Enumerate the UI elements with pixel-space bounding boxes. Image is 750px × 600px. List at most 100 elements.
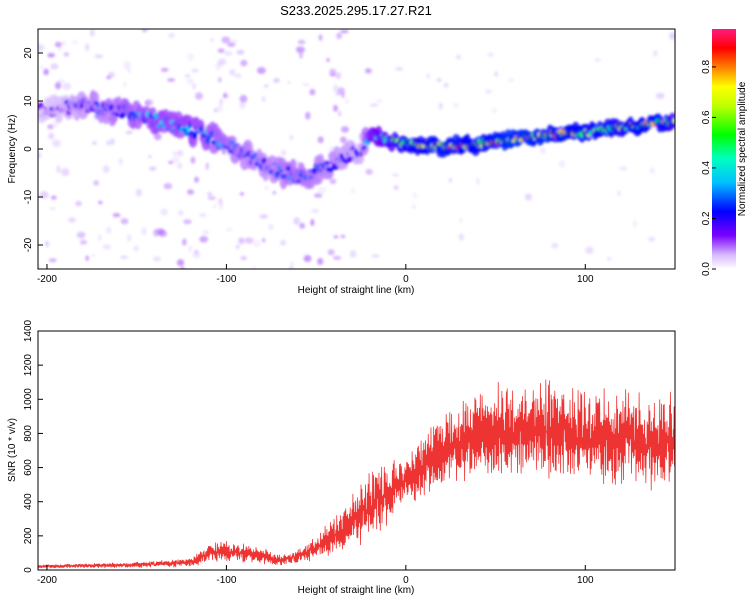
spectrogram-noise-blob: [289, 265, 294, 269]
spectrogram-noise-blob: [376, 99, 383, 103]
spectrogram-noise-blob: [280, 149, 287, 156]
snr-frame: [37, 330, 676, 571]
spectrogram-ridge-core: [183, 131, 190, 136]
spectrogram-noise-blob: [329, 68, 337, 75]
spectrogram-noise-blob: [289, 134, 294, 140]
spectrogram-noise-blob: [302, 83, 310, 87]
spectrogram-noise-blob: [171, 155, 180, 164]
spectrogram-noise-blob: [333, 104, 338, 112]
spectrogram-noise-blob: [38, 44, 45, 52]
spectrogram-noise-blob: [50, 195, 57, 200]
spectrogram-ridge-core: [205, 137, 211, 145]
spectrogram-noise-blob: [217, 48, 225, 53]
spectrogram-noise-blob: [459, 217, 463, 223]
spectrogram-noise-blob: [273, 78, 280, 83]
spectrogram-noise-blob: [234, 72, 242, 79]
spectrogram-noise-blob: [177, 149, 184, 157]
spectrogram-noise-blob: [93, 180, 100, 186]
spectrogram-ridge-core: [346, 156, 353, 163]
spectrogram-noise-blob: [50, 63, 59, 70]
spectrogram-noise-blob: [212, 204, 217, 209]
spectrogram-noise-blob: [594, 58, 601, 62]
spectrogram-noise-blob: [412, 192, 418, 199]
spectrogram-noise-blob: [669, 32, 675, 40]
spectrogram-noise-blob: [310, 219, 315, 227]
spectrogram-noise-blob: [585, 246, 594, 255]
spectrogram-noise-blob: [494, 71, 498, 77]
spectrogram-noise-blob: [56, 165, 61, 174]
spectrogram-noise-blob: [178, 209, 184, 216]
spectrogram-noise-blob: [309, 88, 316, 96]
spectrogram-x-tick-label: 100: [577, 274, 594, 285]
spectrogram-noise-blob: [438, 102, 443, 110]
spectrogram-noise-blob: [202, 229, 209, 236]
spectrogram-noise-blob: [133, 245, 139, 252]
spectrogram-noise-blob: [126, 233, 132, 242]
spectrogram-noise-blob: [190, 156, 196, 164]
spectrogram-noise-blob: [102, 165, 110, 174]
spectrogram-noise-blob: [141, 227, 147, 235]
spectrogram-ridge-core: [672, 118, 675, 124]
spectrogram-noise-blob: [153, 228, 160, 237]
snr-panel: -200 -100 0 100 0 200 400 600 800 1000 1200 1400 H…: [7, 319, 676, 596]
spectrogram-noise-blob: [299, 222, 306, 229]
colorbar-tick-label: 0.6: [701, 110, 712, 124]
snr-series-line: [38, 379, 675, 570]
spectrogram-noise-blob: [317, 136, 324, 144]
spectrogram-noise-blob: [76, 231, 86, 239]
spectrogram-noise-blob: [443, 82, 449, 88]
spectrogram-noise-blob: [106, 140, 111, 146]
spectrogram-noise-blob: [57, 79, 65, 84]
spectrogram-noise-blob: [168, 160, 174, 165]
spectrogram-noise-blob: [290, 261, 295, 266]
spectrogram-noise-blob: [484, 89, 493, 94]
spectrogram-noise-blob: [122, 61, 131, 70]
snr-y-tick-label: 400: [23, 493, 34, 510]
spectrogram-noise-blob: [329, 178, 337, 185]
spectrogram-noise-blob: [187, 189, 195, 195]
spectrogram-noise-blob: [261, 95, 266, 103]
spectrogram-noise-blob: [524, 193, 533, 201]
spectrogram-noise-blob: [341, 92, 345, 99]
spectrogram-noise-blob: [263, 84, 269, 88]
spectrogram-noise-blob: [340, 126, 350, 133]
spectrogram-noise-blob: [125, 130, 133, 135]
spectrogram-noise-blob: [183, 219, 192, 225]
spectrogram-y-tick-label: 20: [23, 47, 34, 59]
spectrogram-noise-blob: [327, 249, 335, 256]
spectrogram-noise-blob: [617, 190, 621, 196]
spectrogram-ridge-core: [362, 145, 367, 150]
spectrogram-noise-blob: [317, 257, 324, 265]
spectrogram-ridge-core: [192, 132, 197, 140]
spectrogram-noise-blob: [272, 190, 277, 195]
spectrogram-noise-blob: [238, 102, 246, 110]
spectrogram-noise-blob: [491, 108, 497, 113]
spectrogram-noise-blob: [79, 239, 88, 245]
snr-y-tick-label: 0: [23, 567, 34, 573]
spectrogram-noise-blob: [177, 162, 183, 170]
spectrogram-noise-blob: [153, 256, 161, 262]
spectrogram-heat: [38, 29, 675, 269]
spectrogram-noise-blob: [106, 226, 112, 234]
spectrogram-noise-blob: [261, 238, 266, 243]
spectrogram-noise-blob: [85, 255, 89, 262]
spectrogram-y-label: Frequency (Hz): [7, 115, 18, 184]
spectrogram-noise-blob: [336, 32, 343, 40]
spectrogram-y-tick-label: 10: [23, 95, 34, 107]
snr-y-label: SNR (10 * v/v): [7, 418, 18, 482]
spectrogram-noise-blob: [94, 54, 104, 59]
spectrogram-x-tick-label: 0: [403, 274, 409, 285]
spectrogram-noise-blob: [452, 103, 459, 108]
spectrogram-noise-blob: [264, 185, 269, 191]
spectrogram-noise-blob: [236, 49, 245, 55]
spectrogram-noise-blob: [167, 78, 176, 82]
spectrogram-noise-blob: [47, 124, 54, 130]
spectrogram-noise-blob: [38, 65, 45, 69]
snr-y-tick-label: 600: [23, 459, 34, 476]
spectrogram-noise-blob: [109, 138, 115, 146]
spectrogram-noise-blob: [326, 58, 330, 62]
spectrogram-noise-blob: [340, 136, 347, 144]
spectrogram-noise-blob: [52, 139, 61, 148]
spectrogram-noise-blob: [180, 266, 186, 269]
